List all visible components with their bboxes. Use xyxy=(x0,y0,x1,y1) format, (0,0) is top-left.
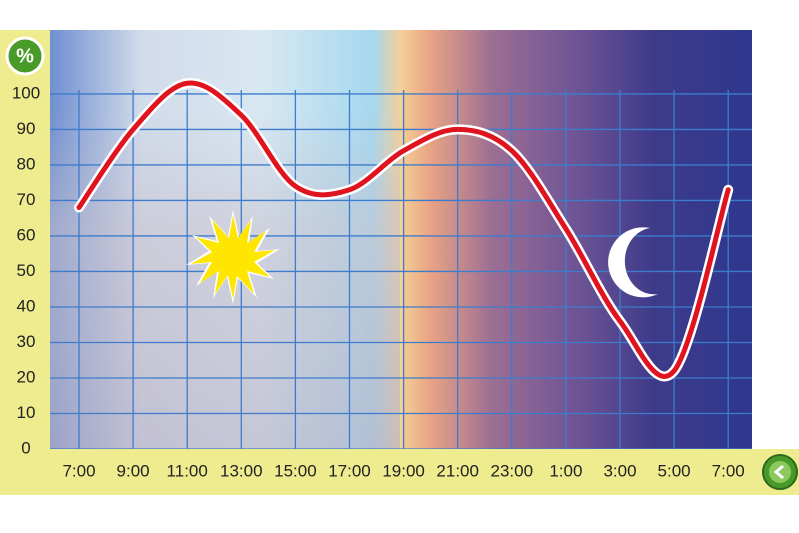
y-tick-label: 40 xyxy=(17,296,36,315)
y-tick-label: 60 xyxy=(17,225,36,244)
x-tick-label: 3:00 xyxy=(603,461,636,480)
y-tick-label: 10 xyxy=(17,403,36,422)
y-tick-label: 70 xyxy=(17,190,36,209)
line xyxy=(76,80,731,379)
sun-icon xyxy=(186,210,280,304)
x-tick-label: 5:00 xyxy=(658,461,691,480)
x-tick-label: 9:00 xyxy=(117,461,150,480)
x-tick-label: 15:00 xyxy=(274,461,317,480)
x-tick-label: 21:00 xyxy=(436,461,479,480)
x-tick-label: 7:00 xyxy=(712,461,745,480)
axis-panel xyxy=(0,30,50,495)
series xyxy=(74,78,734,382)
y-axis-label: % xyxy=(16,45,34,67)
x-tick-label: 19:00 xyxy=(382,461,425,480)
axis-panel xyxy=(0,449,799,495)
x-tick-label: 23:00 xyxy=(491,461,534,480)
percent-badge xyxy=(5,36,45,76)
y-tick-label: 30 xyxy=(17,332,36,351)
clock-button[interactable] xyxy=(762,454,798,490)
y-tick-label: 50 xyxy=(17,261,36,280)
x-tick-label: 11:00 xyxy=(167,461,208,480)
y-tick-label: 90 xyxy=(17,119,36,138)
x-tick-label: 7:00 xyxy=(62,461,95,480)
y-tick-label: 0 xyxy=(21,438,30,457)
grid xyxy=(50,90,752,449)
y-tick-label: 100 xyxy=(12,83,40,102)
x-tick-label: 17:00 xyxy=(328,461,371,480)
y-tick-label: 20 xyxy=(17,367,36,386)
x-tick-label: 13:00 xyxy=(220,461,263,480)
y-tick-label: 80 xyxy=(17,154,36,173)
x-tick-label: 1:00 xyxy=(549,461,582,480)
moon-icon xyxy=(608,227,658,298)
